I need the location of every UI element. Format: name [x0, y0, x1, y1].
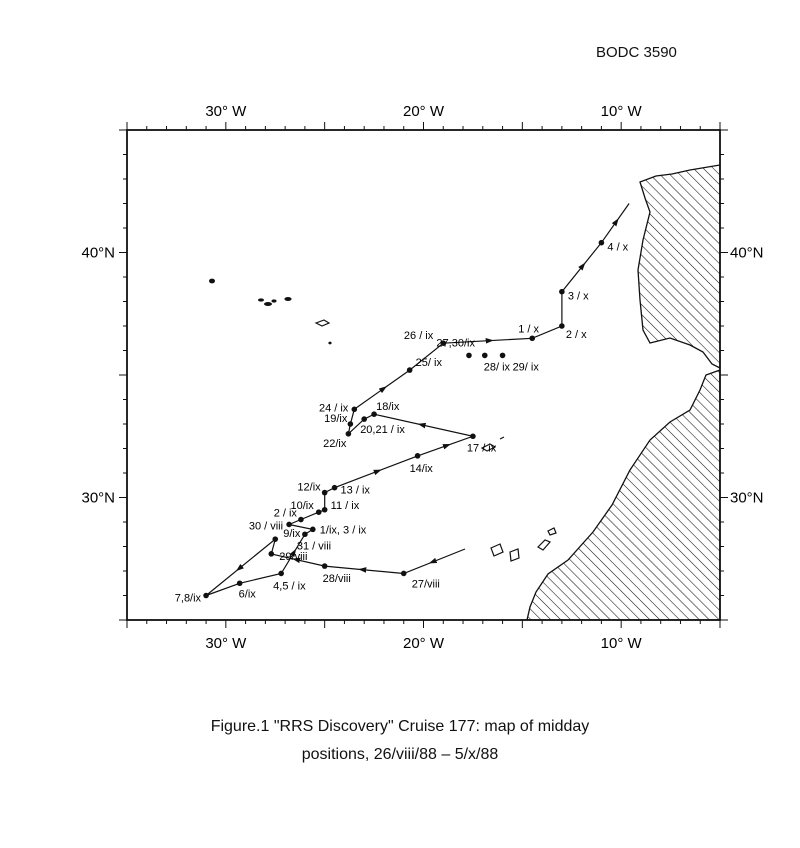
position-dot [466, 352, 472, 359]
iberia-landmass [637, 164, 720, 369]
position-label: 1 / x [518, 323, 539, 335]
position-label: 6/ix [239, 588, 257, 600]
track-arrow [378, 386, 387, 394]
position-dot [236, 580, 243, 587]
position-dot [361, 416, 368, 422]
track-arrow [611, 218, 619, 227]
position-label: 25/ ix [416, 357, 443, 369]
track-arrow [442, 444, 451, 450]
position-dot [371, 411, 377, 418]
position-label: 3 / x [568, 291, 589, 303]
position-dot [286, 521, 292, 528]
position-dot [559, 288, 565, 295]
position-label: 4,5 / ix [273, 580, 306, 592]
position-label: 2 / x [566, 329, 587, 341]
position-dot [529, 335, 536, 342]
position-label: 13 / ix [341, 485, 371, 497]
track-arrow [292, 557, 301, 564]
position-label: 2 / ix [274, 508, 298, 520]
position-dot [406, 367, 413, 373]
position-label: 1/ix, 3 / ix [320, 524, 367, 536]
figure-caption-line1: Figure.1 "RRS Discovery" Cruise 177: map… [210, 718, 590, 735]
position-dot [203, 592, 209, 599]
position-label: 20,21 / ix [360, 424, 405, 436]
position-label: 31 / viii [297, 540, 331, 552]
cruise-track-line [205, 203, 630, 597]
position-dot [598, 239, 605, 246]
position-label: 28/viii [323, 573, 351, 585]
position-label: 29/viii [279, 551, 307, 563]
lon-label-top-1: 20° W [403, 103, 445, 120]
position-dot [351, 406, 358, 413]
position-dot [298, 516, 304, 523]
position-label: 27,30/ix [436, 337, 475, 349]
position-dot [347, 421, 354, 427]
position-label: 9/ix [283, 528, 301, 540]
lat-label-right-0: 40°N [730, 245, 764, 262]
position-dot [272, 536, 279, 542]
position-label: 7,8/ix [175, 593, 202, 605]
position-label: 11 / ix [331, 500, 360, 512]
position-label: 29/ ix [513, 361, 540, 373]
lat-label-left-1: 30°N [81, 490, 115, 507]
position-dot [559, 323, 565, 329]
position-dot [481, 352, 488, 359]
position-dot [302, 531, 308, 538]
position-dot [414, 453, 421, 459]
position-dot [440, 340, 447, 346]
midday-position-dots [203, 239, 605, 599]
position-dot [321, 563, 328, 569]
position-label: 4 / x [607, 242, 628, 254]
track-arrow [289, 548, 297, 558]
lat-label-right-1: 30°N [730, 490, 764, 507]
midday-position-labels: 27/viii 28/viii 29/viii 9/ix 7,8/ix 6/ix 4,5 /… [175, 242, 629, 605]
lon-label-top-2: 10° W [601, 103, 643, 120]
graticule-ticks [119, 122, 728, 628]
lon-label-bottom-1: 20° W [403, 635, 445, 652]
position-label: 17 / ix [467, 442, 497, 454]
position-label: 22/ix [323, 438, 347, 450]
track-arrow [428, 557, 438, 564]
lon-label-top-0: 30° W [205, 103, 247, 120]
position-label: 12/ix [297, 482, 321, 494]
track-arrow [373, 469, 382, 476]
figure-caption-line2: positions, 26/viii/88 – 5/x/88 [301, 746, 499, 763]
canary-islands [490, 527, 557, 562]
lat-label-left-0: 40°N [81, 245, 115, 262]
track-arrow [578, 262, 586, 271]
position-dot [310, 526, 316, 533]
position-dot [268, 551, 275, 557]
position-label: 24 / ix [319, 402, 349, 414]
position-dot [321, 506, 328, 513]
track-direction-arrows [236, 218, 619, 573]
position-dot [321, 489, 328, 496]
position-dot [331, 484, 338, 491]
position-label: 26 / ix [404, 330, 434, 342]
lon-label-bottom-2: 10° W [601, 635, 643, 652]
position-dot [278, 570, 284, 577]
position-dot [499, 352, 506, 359]
azores-islands [209, 278, 332, 345]
position-dot [315, 509, 322, 515]
track-arrow [417, 422, 427, 429]
track-arrow [236, 563, 244, 572]
bodc-reference: BODC 3590 [596, 44, 677, 61]
africa-landmass [526, 369, 720, 620]
position-label: 27/viii [412, 578, 440, 590]
position-label: 19/ix [324, 413, 348, 425]
position-dot [400, 570, 407, 577]
position-dot [345, 431, 352, 437]
position-label: 28/ ix [484, 361, 511, 373]
lon-label-bottom-0: 30° W [205, 635, 247, 652]
position-label: 30 / viii [249, 520, 283, 532]
position-label: 14/ix [410, 463, 434, 475]
position-dot [470, 433, 476, 440]
position-label: 10/ix [290, 500, 314, 512]
graticule-labels: 30° W 30° W 20° W 20° W 10° W 10° W 40°N 40°N 30… [81, 103, 763, 652]
position-label: 18/ix [376, 401, 400, 413]
madeira-islands [314, 319, 505, 452]
